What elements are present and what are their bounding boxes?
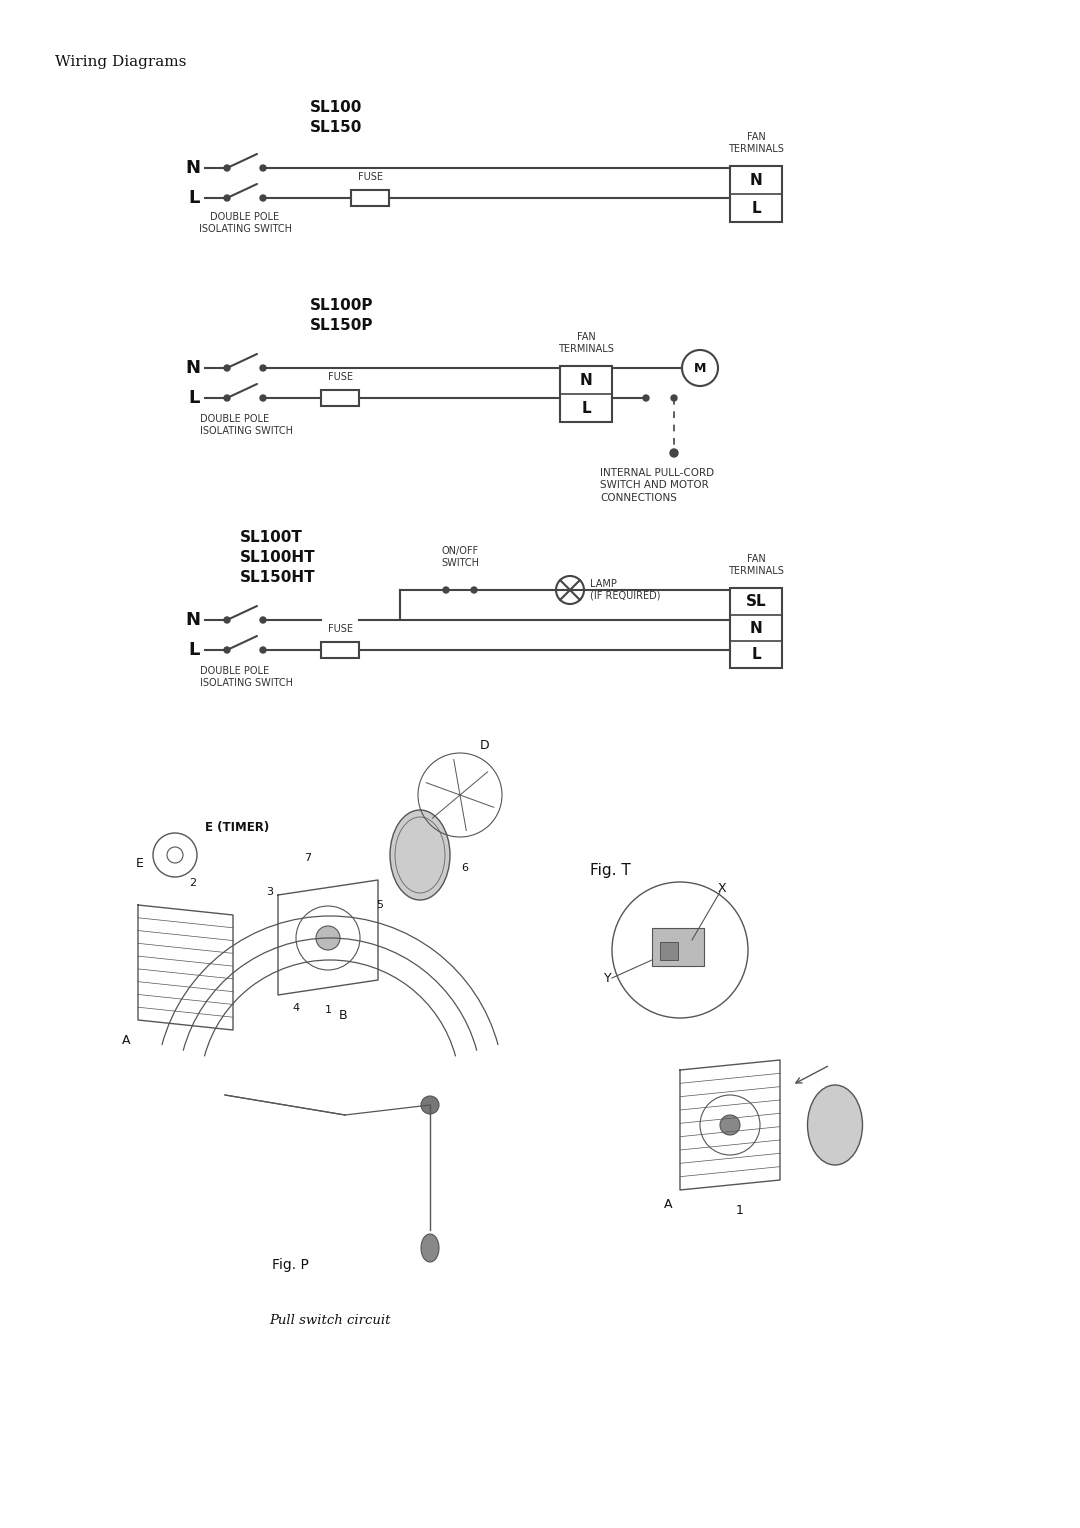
- Text: L: L: [189, 189, 200, 206]
- Circle shape: [224, 365, 230, 371]
- Text: SL100T: SL100T: [240, 530, 302, 545]
- Circle shape: [671, 396, 677, 400]
- Text: ON/OFF
SWITCH: ON/OFF SWITCH: [441, 547, 480, 568]
- Text: 1: 1: [324, 1005, 332, 1015]
- Text: N: N: [750, 173, 762, 188]
- Text: X: X: [718, 882, 727, 894]
- Text: FAN
TERMINALS: FAN TERMINALS: [728, 133, 784, 154]
- Text: Y: Y: [604, 972, 611, 984]
- Circle shape: [260, 617, 266, 623]
- Text: M: M: [693, 362, 706, 374]
- Text: N: N: [580, 373, 592, 388]
- Text: L: L: [189, 642, 200, 659]
- Text: E: E: [136, 857, 144, 869]
- Text: DOUBLE POLE
ISOLATING SWITCH: DOUBLE POLE ISOLATING SWITCH: [200, 414, 293, 435]
- Circle shape: [670, 449, 678, 457]
- Text: E (TIMER): E (TIMER): [205, 821, 269, 833]
- Text: 5: 5: [377, 900, 383, 911]
- Ellipse shape: [421, 1235, 438, 1262]
- Bar: [730, 588, 782, 668]
- Circle shape: [260, 196, 266, 202]
- Text: 6: 6: [461, 863, 469, 872]
- Text: 3: 3: [267, 886, 273, 897]
- Text: B: B: [339, 1008, 348, 1022]
- Text: A: A: [664, 1198, 672, 1212]
- Text: L: L: [189, 390, 200, 406]
- Bar: [561, 367, 612, 422]
- Text: L: L: [581, 400, 591, 416]
- Text: FAN
TERMINALS: FAN TERMINALS: [558, 333, 613, 354]
- Text: DOUBLE POLE
ISOLATING SWITCH: DOUBLE POLE ISOLATING SWITCH: [200, 666, 293, 688]
- Text: FUSE: FUSE: [327, 623, 352, 634]
- Text: N: N: [185, 611, 200, 630]
- Text: N: N: [185, 359, 200, 377]
- Circle shape: [260, 365, 266, 371]
- Bar: [730, 167, 782, 222]
- Text: FUSE: FUSE: [327, 371, 352, 382]
- Text: Wiring Diagrams: Wiring Diagrams: [55, 55, 187, 69]
- Circle shape: [224, 165, 230, 171]
- Text: 7: 7: [305, 853, 311, 863]
- Text: DOUBLE POLE
ISOLATING SWITCH: DOUBLE POLE ISOLATING SWITCH: [199, 212, 292, 234]
- Text: N: N: [185, 159, 200, 177]
- Circle shape: [224, 646, 230, 652]
- Text: L: L: [752, 648, 760, 662]
- Bar: [652, 927, 704, 966]
- Text: 1: 1: [737, 1204, 744, 1216]
- Text: LAMP
(IF REQUIRED): LAMP (IF REQUIRED): [590, 579, 661, 601]
- Bar: [321, 642, 359, 659]
- Text: SL100: SL100: [310, 99, 363, 115]
- Text: SL150P: SL150P: [310, 318, 374, 333]
- Text: SL150: SL150: [310, 121, 363, 134]
- Ellipse shape: [808, 1085, 863, 1164]
- Text: A: A: [122, 1033, 131, 1047]
- Text: 4: 4: [293, 1002, 299, 1013]
- Bar: [321, 390, 359, 406]
- Text: SL: SL: [745, 594, 767, 608]
- Text: SL100HT: SL100HT: [240, 550, 315, 565]
- Circle shape: [224, 196, 230, 202]
- Circle shape: [260, 165, 266, 171]
- Text: FAN
TERMINALS: FAN TERMINALS: [728, 555, 784, 576]
- Circle shape: [316, 926, 340, 950]
- Ellipse shape: [390, 810, 450, 900]
- Text: 2: 2: [189, 879, 197, 888]
- Text: Pull switch circuit: Pull switch circuit: [269, 1314, 391, 1326]
- Circle shape: [260, 396, 266, 400]
- Text: D: D: [481, 738, 490, 752]
- Circle shape: [643, 396, 649, 400]
- Text: Fig. P: Fig. P: [271, 1258, 309, 1271]
- Bar: [660, 941, 678, 960]
- Circle shape: [224, 396, 230, 400]
- Text: INTERNAL PULL-CORD
SWITCH AND MOTOR
CONNECTIONS: INTERNAL PULL-CORD SWITCH AND MOTOR CONN…: [600, 468, 714, 503]
- Circle shape: [224, 617, 230, 623]
- Text: SL150HT: SL150HT: [240, 570, 315, 585]
- Circle shape: [720, 1115, 740, 1135]
- Bar: [351, 189, 389, 206]
- Circle shape: [421, 1096, 438, 1114]
- Circle shape: [260, 646, 266, 652]
- Circle shape: [471, 587, 477, 593]
- Text: L: L: [752, 200, 760, 215]
- Text: FUSE: FUSE: [357, 173, 382, 182]
- Text: SL100P: SL100P: [310, 298, 374, 313]
- Text: Fig. T: Fig. T: [590, 862, 631, 877]
- Circle shape: [443, 587, 449, 593]
- Text: N: N: [750, 620, 762, 636]
